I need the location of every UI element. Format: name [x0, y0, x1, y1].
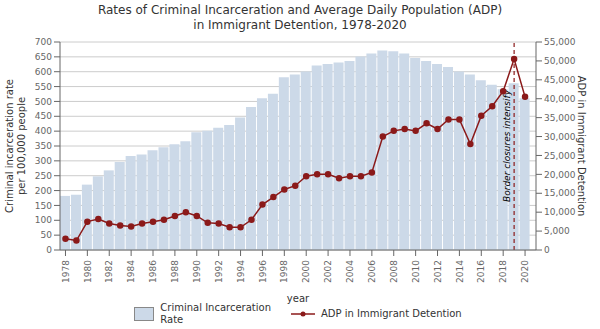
svg-text:450: 450 — [35, 111, 52, 121]
svg-text:45,000: 45,000 — [544, 75, 576, 85]
svg-text:1980: 1980 — [83, 260, 93, 283]
svg-text:2012: 2012 — [433, 260, 443, 283]
svg-text:700: 700 — [35, 37, 52, 47]
svg-text:year: year — [287, 293, 310, 304]
svg-text:2020: 2020 — [520, 260, 530, 283]
svg-text:50,000: 50,000 — [544, 56, 576, 66]
svg-text:300: 300 — [35, 156, 52, 166]
html-text:Rates of Criminal Incarceratio: Rates of Criminal Incarceration and Aver… — [97, 3, 503, 32]
svg-text:2008: 2008 — [389, 260, 399, 283]
svg-text:2016: 2016 — [476, 260, 486, 283]
svg-text:1978: 1978 — [61, 260, 71, 283]
html-text:ADP in Immigrant Detention: ADP in Immigrant Detention — [321, 307, 462, 319]
svg-text:100: 100 — [35, 215, 52, 225]
svg-text:Border closures intensify: Border closures intensify — [502, 89, 512, 202]
svg-text:1994: 1994 — [236, 260, 246, 283]
svg-text:2004: 2004 — [345, 260, 355, 283]
svg-text:1986: 1986 — [148, 260, 158, 283]
svg-text:2018: 2018 — [498, 260, 508, 283]
svg-text:30,000: 30,000 — [544, 132, 576, 142]
svg-text:2010: 2010 — [411, 260, 421, 283]
svg-text:550: 550 — [35, 82, 52, 92]
svg-text:1988: 1988 — [170, 260, 180, 283]
svg-text:2014: 2014 — [455, 260, 465, 283]
svg-text:0: 0 — [544, 245, 550, 255]
svg-text:150: 150 — [35, 201, 52, 211]
svg-text:35,000: 35,000 — [544, 113, 576, 123]
svg-text:650: 650 — [35, 52, 52, 62]
svg-text:Criminal incarceration rateper: Criminal incarceration rateper 100,000 p… — [8, 79, 27, 213]
svg-text:50: 50 — [41, 230, 53, 240]
svg-text:5,000: 5,000 — [544, 226, 570, 236]
svg-text:1996: 1996 — [258, 260, 268, 283]
svg-text:1998: 1998 — [279, 260, 289, 283]
svg-text:600: 600 — [35, 67, 52, 77]
svg-text:15,000: 15,000 — [544, 188, 576, 198]
svg-text:ADP in Immigrant Detention: ADP in Immigrant Detention — [576, 76, 587, 217]
svg-text:500: 500 — [35, 97, 52, 107]
svg-text:1990: 1990 — [192, 260, 202, 283]
svg-text:1982: 1982 — [104, 260, 114, 283]
svg-text:10,000: 10,000 — [544, 207, 576, 217]
html-text:Criminal Incarceration Rate: Criminal Incarceration Rate — [160, 302, 271, 325]
svg-text:55,000: 55,000 — [544, 37, 576, 47]
svg-text:2002: 2002 — [323, 260, 333, 283]
svg-text:200: 200 — [35, 186, 52, 196]
svg-text:20,000: 20,000 — [544, 170, 576, 180]
svg-text:25,000: 25,000 — [544, 151, 576, 161]
svg-text:350: 350 — [35, 141, 52, 151]
svg-text:40,000: 40,000 — [544, 94, 576, 104]
svg-text:2000: 2000 — [301, 260, 311, 283]
svg-text:1992: 1992 — [214, 260, 224, 283]
svg-text:250: 250 — [35, 171, 52, 181]
svg-text:2006: 2006 — [367, 260, 377, 283]
svg-text:0: 0 — [46, 245, 52, 255]
svg-text:1984: 1984 — [126, 260, 136, 283]
svg-text:400: 400 — [35, 126, 52, 136]
